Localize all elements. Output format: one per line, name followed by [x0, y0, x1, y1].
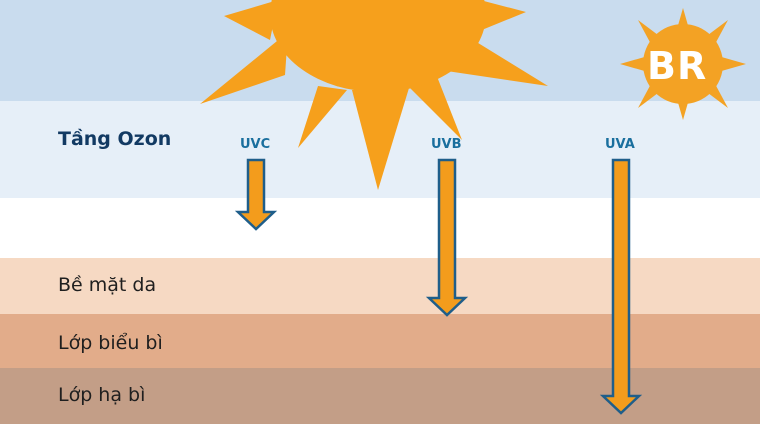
sun-badge-icon: [620, 8, 746, 120]
uvb-label: UVB: [431, 137, 462, 152]
dermis-label: Lớp hạ bì: [58, 384, 146, 406]
logo-text: BR: [647, 44, 708, 88]
sun-icon: [200, 0, 548, 190]
epidermis-label: Lớp biểu bì: [58, 332, 163, 354]
arrow-uva: [599, 158, 643, 415]
arrow-uvc: [234, 158, 278, 231]
air-band: [0, 198, 760, 258]
ozone-layer-label: Tầng Ozon: [58, 128, 172, 150]
epidermis-band: [0, 314, 760, 368]
uva-label: UVA: [605, 137, 635, 152]
uvc-label: UVC: [240, 137, 271, 152]
skin-surface-label: Bề mặt da: [58, 274, 157, 296]
skin-surface-band: [0, 258, 760, 314]
arrow-uvb: [425, 158, 469, 317]
